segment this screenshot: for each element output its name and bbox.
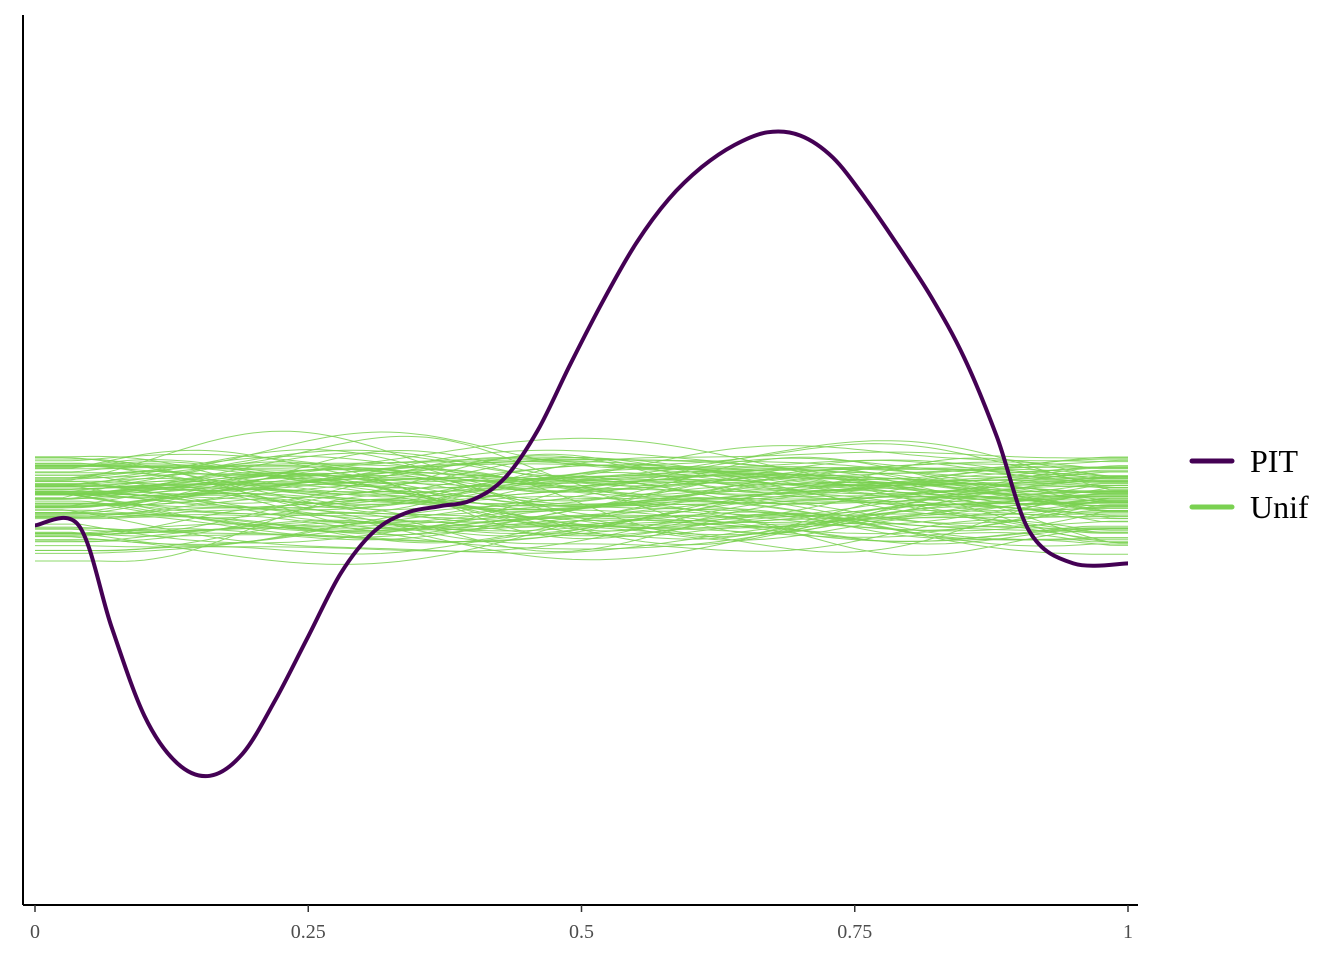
unif-curve [35,457,1128,506]
legend: PIT Unif [1189,443,1309,525]
unif-curve [35,459,1128,495]
unif-curve [35,493,1128,537]
unif-curve [35,507,1128,552]
unif-curve [35,498,1128,565]
unif-curve [35,449,1128,497]
unif-curve [35,520,1128,546]
x-tick-label: 0.25 [291,921,326,943]
pit-curve-group [34,129,1129,779]
pit-curve [34,129,1129,779]
legend-label-unif: Unif [1250,489,1309,525]
unif-curve [35,440,1128,506]
x-tick-label: 0.75 [837,921,872,943]
unif-curve [35,506,1128,550]
unif-curve [35,468,1128,489]
x-tick-label: 1 [1123,921,1133,943]
unif-curve [35,513,1128,533]
x-tick-label: 0.5 [569,921,594,943]
unif-curve [35,490,1128,535]
unif-curve [35,471,1128,505]
unif-curve [35,449,1128,493]
unif-curve [35,480,1128,511]
unif-curve [35,437,1128,492]
unif-curve [35,458,1128,492]
unif-curve [35,469,1128,538]
unif-curve [35,514,1128,556]
x-ticks: 0 0.25 0.5 0.75 1 [30,905,1133,943]
legend-label-pit: PIT [1250,443,1298,479]
unif-curve [35,502,1128,554]
unif-curve [35,492,1128,516]
unif-curve [35,472,1128,509]
unif-curves [35,430,1128,565]
x-tick-label: 0 [30,921,40,943]
unif-curve [35,463,1128,471]
unif-curve [35,467,1128,526]
axes [22,15,1138,906]
unif-curve [35,499,1128,547]
unif-curve [35,493,1128,535]
unif-curve [35,472,1128,507]
